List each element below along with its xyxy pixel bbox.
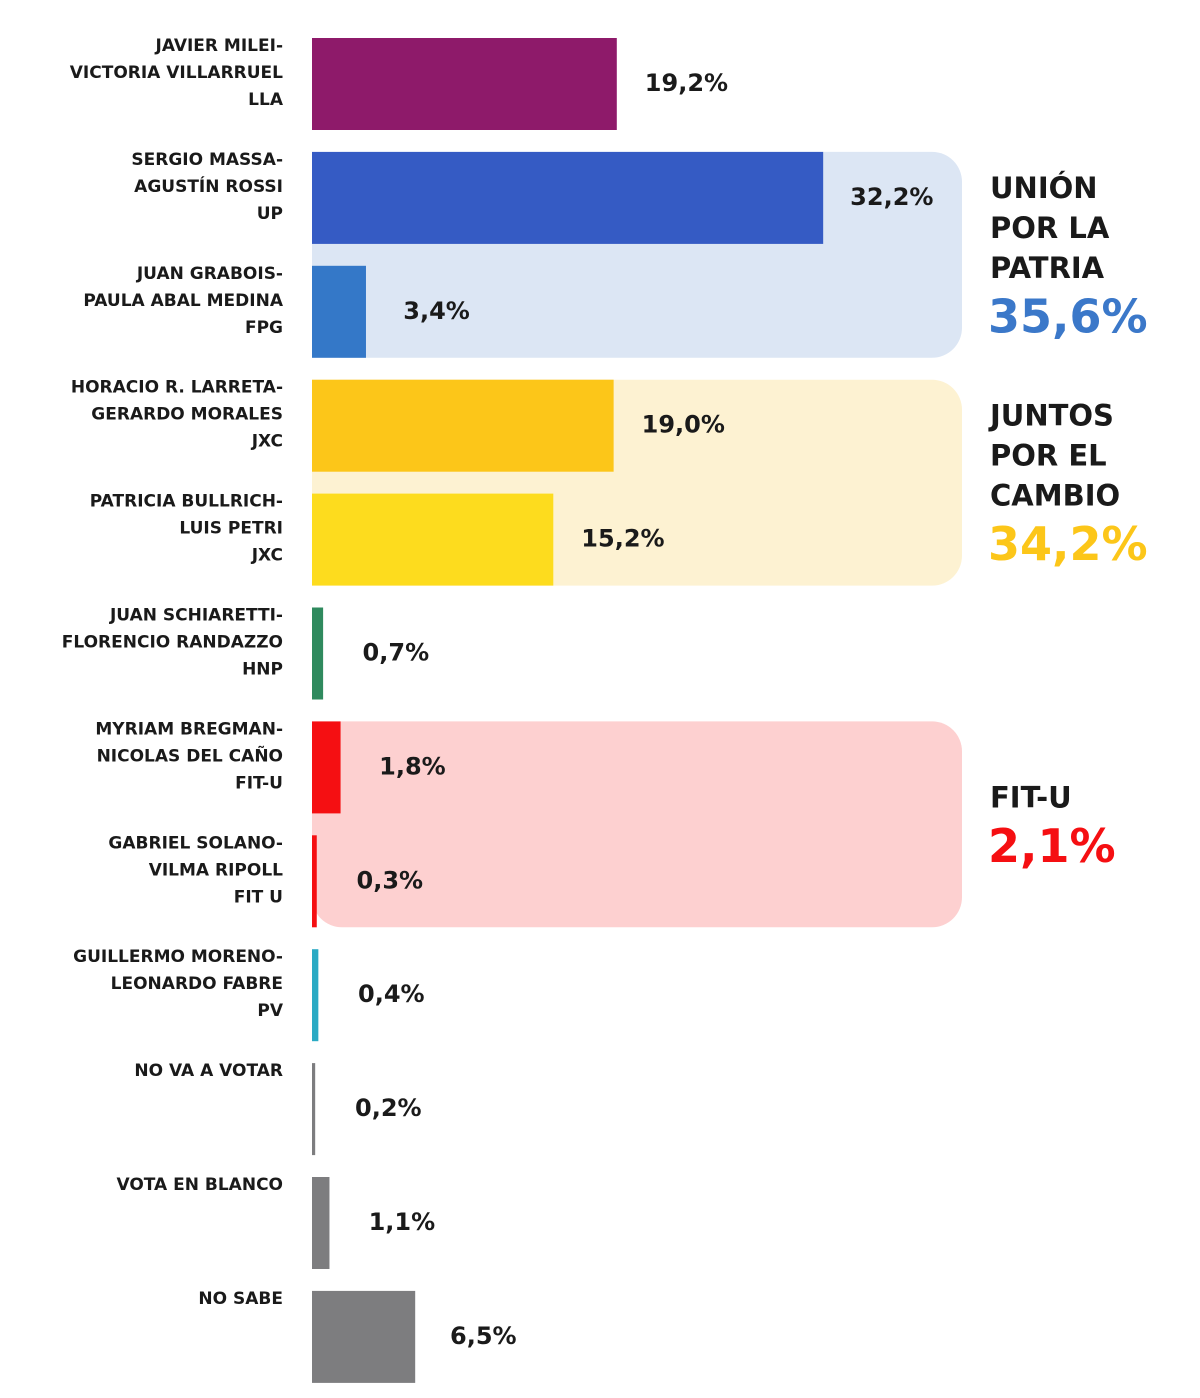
category-label: JXC [251, 432, 283, 452]
category-label: VILMA RIPOLL [149, 860, 283, 880]
group-name: FIT-U [990, 780, 1072, 814]
category-label: GUILLERMO MORENO- [73, 947, 283, 967]
bar [312, 949, 319, 1042]
value-label: 6,5% [450, 1322, 517, 1350]
value-label: 15,2% [581, 525, 664, 553]
group-name: POR EL [990, 439, 1107, 473]
category-label: NICOLAS DEL CAÑO [97, 743, 283, 766]
value-label: 0,7% [363, 639, 430, 667]
category-label: GERARDO MORALES [91, 405, 283, 425]
category-label: LUIS PETRI [179, 519, 283, 539]
category-label: FLORENCIO RANDAZZO [62, 633, 283, 653]
category-label: UP [257, 204, 283, 224]
value-label: 1,1% [369, 1208, 436, 1236]
group-name: CAMBIO [990, 479, 1120, 513]
category-label: FIT U [234, 887, 283, 907]
value-label: 19,0% [642, 411, 725, 439]
group-value: 35,6% [988, 289, 1148, 343]
group-name: JUNTOS [988, 399, 1114, 433]
group-value: 34,2% [988, 517, 1148, 571]
value-label: 0,2% [355, 1094, 422, 1122]
category-label: VICTORIA VILLARRUEL [70, 63, 283, 83]
bar [312, 835, 317, 928]
category-label: PV [257, 1001, 283, 1021]
category-label: NO SABE [198, 1289, 283, 1309]
category-label: HNP [242, 660, 283, 680]
bar [312, 151, 824, 244]
bar [312, 265, 366, 358]
value-label: 3,4% [403, 297, 470, 325]
value-label: 32,2% [850, 183, 933, 211]
group-name: POR LA [990, 211, 1110, 245]
category-label: PAULA ABAL MEDINA [83, 291, 283, 311]
bar [312, 1177, 330, 1269]
bar [312, 607, 324, 700]
group-name: PATRIA [990, 251, 1105, 285]
category-label: GABRIEL SOLANO- [108, 833, 283, 853]
value-label: 19,2% [645, 69, 728, 97]
category-label: JUAN GRABOIS- [136, 264, 283, 284]
category-label: NO VA A VOTAR [134, 1061, 283, 1081]
category-label: JAVIER MILEI- [155, 36, 284, 56]
bar [312, 1063, 316, 1156]
category-label: PATRICIA BULLRICH- [90, 492, 283, 512]
category-label: LEONARDO FABRE [111, 974, 283, 994]
category-label: SERGIO MASSA- [131, 150, 283, 170]
bar [312, 721, 341, 814]
category-label: JXC [251, 546, 283, 566]
category-label: AGUSTÍN ROSSI [134, 175, 283, 197]
category-label: FPG [245, 318, 283, 338]
value-label: 0,4% [358, 980, 425, 1008]
bar [312, 379, 614, 472]
group-value: 2,1% [988, 819, 1116, 873]
category-label: FIT-U [235, 773, 283, 793]
category-label: VOTA EN BLANCO [116, 1175, 283, 1195]
group-name: UNIÓN [990, 171, 1098, 205]
bar [312, 1290, 416, 1383]
category-label: JUAN SCHIARETTI- [109, 606, 283, 626]
value-label: 1,8% [379, 752, 446, 780]
bar [312, 38, 617, 130]
group-box [312, 721, 962, 928]
category-label: LLA [248, 90, 284, 110]
category-label: HORACIO R. LARRETA- [71, 378, 283, 398]
value-label: 0,3% [357, 866, 424, 894]
bar [312, 493, 554, 586]
category-label: MYRIAM BREGMAN- [95, 719, 283, 739]
